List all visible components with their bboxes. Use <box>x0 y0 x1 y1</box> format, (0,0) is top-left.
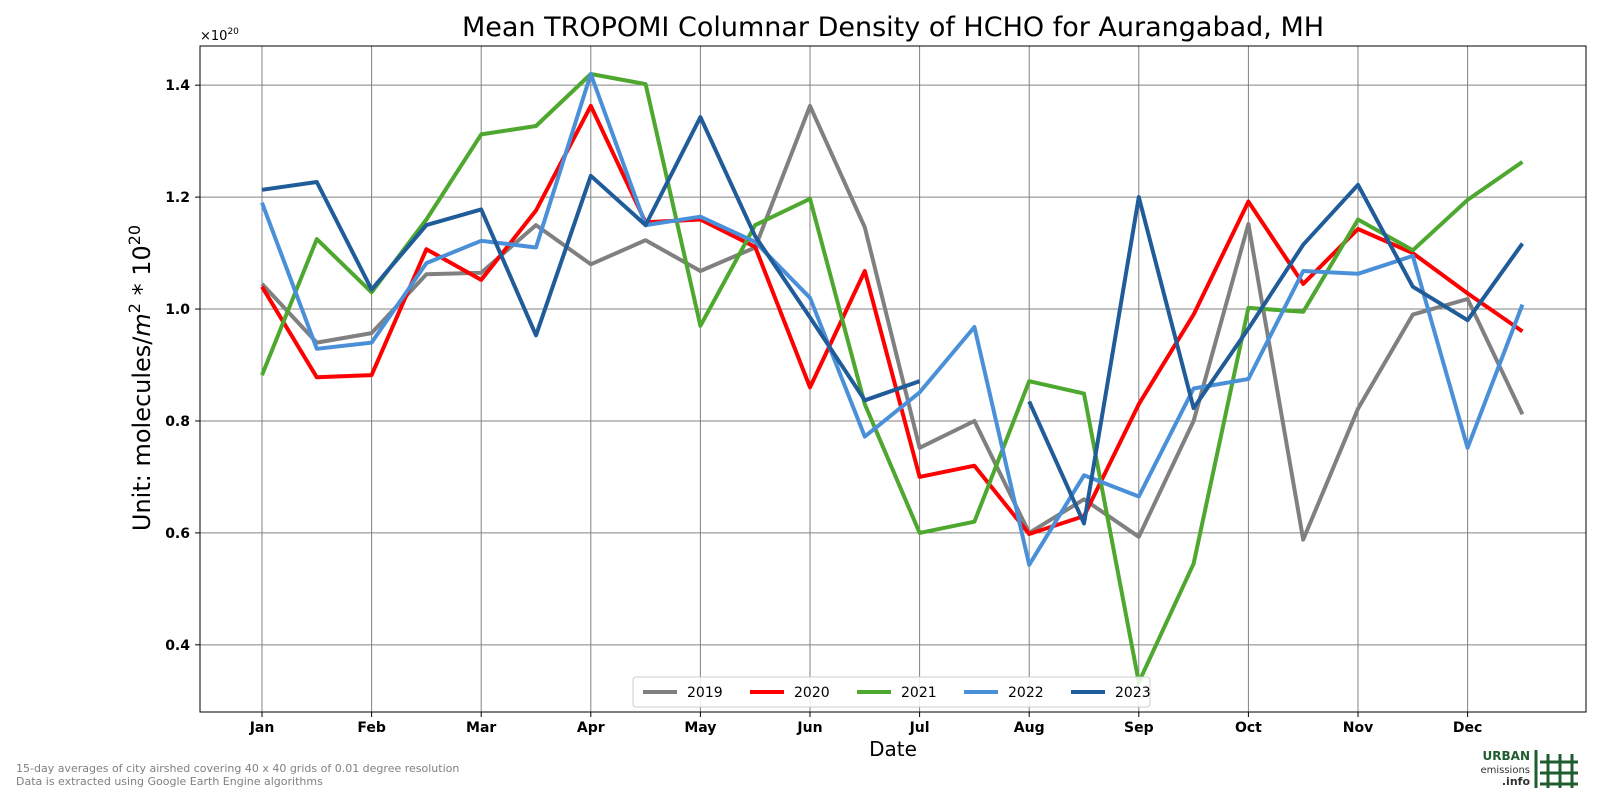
x-tick-label: Jun <box>796 720 822 736</box>
legend-box <box>632 676 1151 708</box>
x-axis-label: Date <box>869 737 917 761</box>
y-tick-label: 1.0 <box>165 302 190 318</box>
x-tick-label: Mar <box>466 720 496 736</box>
legend: 2019 2020 2021 2022 2023 <box>632 676 1151 708</box>
urban-emissions-logo: URBAN emissions .info <box>1480 749 1578 788</box>
x-tick-label: Apr <box>577 720 605 736</box>
x-tick-labels: Jan Feb Mar Apr May Jun Jul Aug Sep Oct Nov Dec <box>249 720 1483 736</box>
x-tick-label: Aug <box>1014 720 1045 736</box>
legend-label-2022: 2022 <box>1008 685 1044 701</box>
y-tick-label: 1.2 <box>165 190 190 206</box>
x-tick-label: Feb <box>357 720 386 736</box>
plot-frame <box>199 45 1587 713</box>
grid-lines <box>195 46 1586 717</box>
x-tick-label: Jul <box>909 720 930 736</box>
logo-line-1: URBAN <box>1483 749 1530 763</box>
x-tick-label: Nov <box>1343 720 1373 736</box>
x-tick-label: Jan <box>249 720 275 736</box>
x-tick-label: Sep <box>1124 720 1154 736</box>
series-line-2023 <box>1027 182 1525 526</box>
series-line-2021 <box>260 72 1524 685</box>
x-tick-label: Oct <box>1235 720 1262 736</box>
logo-line-3: .info <box>1502 775 1531 788</box>
chart-title: Mean TROPOMI Columnar Density of HCHO fo… <box>462 12 1324 43</box>
series-line-2022 <box>260 72 1525 567</box>
legend-label-2023: 2023 <box>1115 685 1151 701</box>
footnote-line-2: Data is extracted using Google Earth Eng… <box>16 775 323 788</box>
y-tick-label: 1.4 <box>165 78 190 94</box>
y-tick-labels: 0.4 0.6 0.8 1.0 1.2 1.4 <box>165 78 190 654</box>
legend-label-2020: 2020 <box>794 685 830 701</box>
y-tick-label: 0.6 <box>165 526 190 542</box>
y-axis-label: Unit: molecules/m2 * 1020 <box>125 225 156 531</box>
legend-label-2019: 2019 <box>687 685 723 701</box>
series-line-2023 <box>261 115 921 403</box>
y-tick-label: 0.4 <box>165 638 190 654</box>
logo-line-2: emissions <box>1480 765 1530 776</box>
legend-label-2021: 2021 <box>901 685 937 701</box>
y-tick-label: 0.8 <box>165 414 190 430</box>
series-line-2020 <box>260 103 1524 536</box>
footnote-line-1: 15-day averages of city airshed covering… <box>16 762 460 775</box>
x-tick-label: May <box>684 720 716 736</box>
x-tick-label: Dec <box>1453 720 1482 736</box>
series-lines <box>260 72 1525 685</box>
y-offset-label: ×1020 <box>200 27 239 44</box>
series-line-2019 <box>260 103 1525 542</box>
logo-grid-icon <box>1534 750 1578 788</box>
